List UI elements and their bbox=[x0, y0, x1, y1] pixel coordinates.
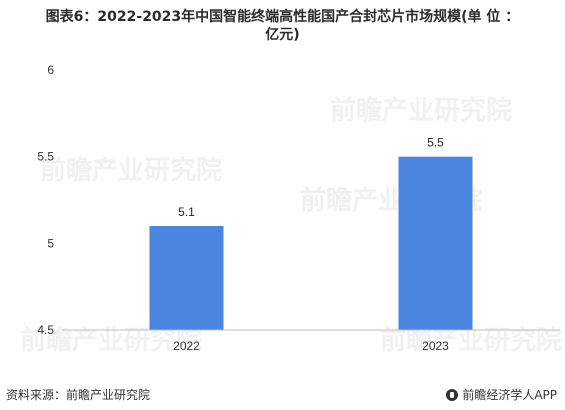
source-note: 资料来源：前瞻产业研究院 bbox=[6, 388, 151, 402]
chart-title-line-2: 亿元) bbox=[265, 27, 300, 43]
y-axis-ticks: 4.5 5 5.5 6 bbox=[37, 63, 54, 337]
x-tick-label-2023: 2023 bbox=[422, 339, 449, 353]
x-axis-ticks: 2022 2023 bbox=[173, 339, 449, 353]
value-label-2023: 5.5 bbox=[427, 136, 444, 150]
chart-title-line-1: 图表6：2022-2023年中国智能终端高性能国产合封芯片市场规模(单 位 ： bbox=[45, 9, 520, 25]
y-tick-label: 4.5 bbox=[37, 323, 54, 337]
qianzhan-logo-icon bbox=[446, 388, 459, 401]
chart-title: 图表6：2022-2023年中国智能终端高性能国产合封芯片市场规模(单 位 ： … bbox=[0, 8, 565, 44]
brand-credit: 前瞻经济学人APP bbox=[446, 386, 557, 403]
y-tick-label: 5.5 bbox=[37, 150, 54, 164]
value-labels: 5.1 5.5 bbox=[178, 136, 444, 219]
bars bbox=[149, 156, 473, 330]
bar-2022 bbox=[149, 226, 224, 330]
y-tick-label: 5 bbox=[47, 236, 54, 250]
bar-chart: 4.5 5 5.5 6 5.1 5.5 2022 2023 bbox=[37, 63, 560, 353]
bar-2023 bbox=[398, 156, 473, 330]
x-tick-label-2022: 2022 bbox=[173, 339, 200, 353]
value-label-2022: 5.1 bbox=[178, 205, 195, 219]
brand-name: 前瞻经济学人APP bbox=[462, 388, 557, 402]
y-tick-label: 6 bbox=[47, 63, 54, 77]
